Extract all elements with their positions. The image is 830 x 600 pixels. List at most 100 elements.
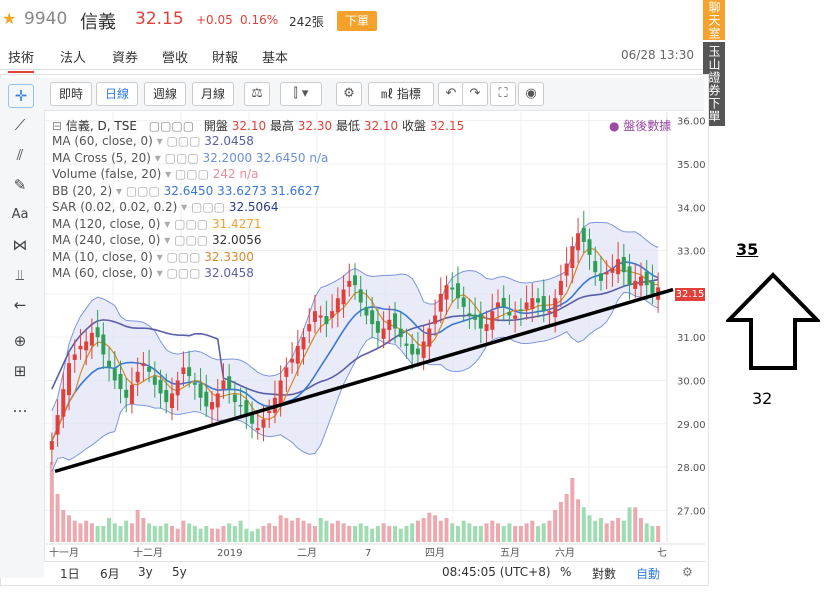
more-icon[interactable]: … xyxy=(12,398,28,416)
legend-row: BB (20, 2) ▾ ▢▢▢ 32.6450 33.6273 31.6627 xyxy=(52,184,652,201)
candle-body xyxy=(650,281,655,294)
legend-row-actions-icon[interactable]: ▾ ▢▢▢ xyxy=(177,200,229,214)
volume-bar xyxy=(507,523,512,542)
collapse-icon[interactable]: ⊟ xyxy=(52,119,66,133)
legend-row-actions-icon[interactable]: ▾ ▢▢▢ xyxy=(150,150,203,165)
interval-daily-button[interactable]: 日線 xyxy=(96,82,138,106)
y-tick-label: 35.00 xyxy=(677,160,705,171)
pattern-tool-icon[interactable]: ⋈ xyxy=(12,236,28,254)
volume-bar xyxy=(530,520,535,542)
pitchfork-tool-icon[interactable]: ⫽ xyxy=(16,146,24,164)
interval-realtime-button[interactable]: 即時 xyxy=(50,82,92,106)
legend-row-actions-icon[interactable]: ▾ ▢▢▢ xyxy=(152,266,205,280)
trendline-tool-icon[interactable]: ⟋ xyxy=(14,116,26,134)
candle-body xyxy=(558,280,563,296)
candle-body xyxy=(524,302,529,310)
volume-bar xyxy=(187,523,192,542)
range-3y[interactable]: 3y xyxy=(138,565,153,579)
snapshot-camera-icon[interactable]: ◉ xyxy=(518,82,544,106)
text-tool-icon[interactable]: Aa xyxy=(11,207,29,222)
compare-scale-icon[interactable]: ⚖ xyxy=(244,82,270,106)
favorite-star-icon[interactable]: ★ xyxy=(2,9,17,28)
candle-body xyxy=(364,306,369,316)
annotation-top-value: 35 xyxy=(736,240,759,259)
bb-fill xyxy=(51,222,659,472)
percent-toggle[interactable]: % xyxy=(560,565,572,579)
undo-icon[interactable]: ↶ xyxy=(438,82,464,106)
measure-icon[interactable]: ⊞ xyxy=(13,362,27,380)
candle-body xyxy=(410,343,415,355)
y-tick-label: 28.00 xyxy=(677,463,705,474)
after-hours-label: 盤後數據 xyxy=(623,119,672,133)
volume-bar xyxy=(198,528,203,542)
candle-body xyxy=(375,321,380,333)
candle-body xyxy=(581,227,586,242)
volume-bar xyxy=(164,523,169,542)
candle-body xyxy=(101,334,106,355)
log-toggle[interactable]: 對數 xyxy=(592,567,617,581)
brush-tool-icon[interactable]: ✎ xyxy=(13,176,27,194)
chart-legend: ⊟ 信義, D, TSE ▢▢▢▢ 開盤 32.10 最高 32.30 最低 3… xyxy=(52,117,652,283)
candle-body xyxy=(415,348,420,355)
arrow-left-icon[interactable]: ← xyxy=(13,296,27,314)
legend-row-actions-icon[interactable]: ▾ ▢▢▢ xyxy=(152,249,205,264)
side-tab-chatroom[interactable]: 聊天室 xyxy=(703,0,725,40)
low-label: 最低 xyxy=(335,119,360,133)
fullscreen-icon[interactable]: ⛶ xyxy=(490,82,516,106)
zoom-icon[interactable]: ⊕ xyxy=(13,332,27,350)
candle-body xyxy=(318,315,323,318)
interval-monthly-button[interactable]: 月線 xyxy=(192,82,234,106)
tab-technical[interactable]: 技術 xyxy=(8,47,35,73)
after-hours-link[interactable]: ● 盤後數據 xyxy=(609,117,671,134)
tab-financials[interactable]: 財報 xyxy=(212,51,239,66)
indicators-icon: ㎖ xyxy=(381,87,397,101)
candle-body xyxy=(467,313,472,316)
volume-bar xyxy=(78,523,83,542)
candle-body xyxy=(347,280,352,287)
indicators-button[interactable]: ㎖ 指標 xyxy=(368,82,434,106)
candle-body xyxy=(473,314,478,320)
candle-body xyxy=(307,324,312,332)
tab-margin[interactable]: 資券 xyxy=(112,51,139,66)
candle-body xyxy=(644,271,649,286)
settings-small-icon[interactable]: ⚙ xyxy=(682,565,693,579)
range-5y[interactable]: 5y xyxy=(172,565,187,579)
tab-basics[interactable]: 基本 xyxy=(262,51,289,66)
redo-icon[interactable]: ↷ xyxy=(462,82,488,106)
last-price: 32.15 xyxy=(135,9,184,29)
candle-body xyxy=(547,311,552,313)
legend-row-actions-icon[interactable]: ▾ ▢▢▢ xyxy=(160,233,212,247)
volume-bar xyxy=(536,526,541,542)
legend-row-actions-icon[interactable]: ▾ ▢▢▢ xyxy=(112,183,164,198)
chart-type-icon[interactable]: ⫿ ▾ xyxy=(280,82,322,106)
volume-bar xyxy=(375,526,380,542)
low-value: 32.10 xyxy=(363,119,399,133)
candle-body xyxy=(84,341,89,351)
range-1d[interactable]: 1日 xyxy=(60,567,80,581)
volume-bar xyxy=(404,526,409,542)
legend-row-actions-icon[interactable]: ▾ ▢▢▢ xyxy=(152,134,205,148)
volume-bar xyxy=(352,526,358,542)
volume-bar xyxy=(84,520,89,542)
legend-row-actions-icon[interactable]: ▾ ▢▢▢ xyxy=(160,216,212,231)
interval-weekly-button[interactable]: 週線 xyxy=(144,82,186,106)
candle-body xyxy=(478,313,483,329)
candle-body xyxy=(393,313,398,329)
fib-tool-icon[interactable]: ⫫ xyxy=(15,266,25,284)
price-chart[interactable]: 36.0035.0034.0033.0032.0031.0030.0029.00… xyxy=(45,112,705,560)
volume-bar xyxy=(576,499,581,542)
tab-institutional[interactable]: 法人 xyxy=(60,51,87,66)
volume-bar xyxy=(295,518,300,542)
candle-body xyxy=(518,309,523,312)
volume-bar xyxy=(421,518,426,542)
legend-row-actions-icon[interactable]: ▾ ▢▢▢ xyxy=(161,167,213,181)
settings-gear-icon[interactable]: ⚙ xyxy=(336,82,362,106)
order-button[interactable]: 下單 xyxy=(337,11,377,31)
legend-actions-icon[interactable]: ▢▢▢▢ xyxy=(148,119,195,133)
tab-revenue[interactable]: 營收 xyxy=(162,51,189,66)
last-price-tag: 32.15 xyxy=(675,288,705,301)
auto-scale-toggle[interactable]: 自動 xyxy=(636,567,661,581)
range-6m[interactable]: 6月 xyxy=(100,567,120,581)
crosshair-icon[interactable]: ✛ xyxy=(8,84,34,108)
volume-bar xyxy=(335,520,340,542)
